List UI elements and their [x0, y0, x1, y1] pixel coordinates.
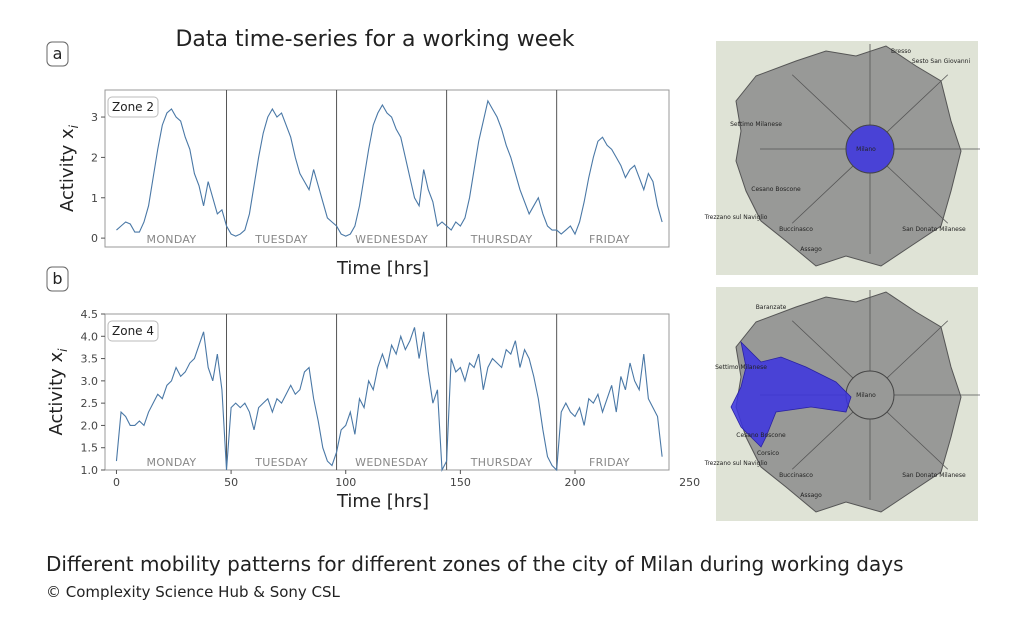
day-label: WEDNESDAY: [355, 233, 428, 246]
y-tick-label: 0: [91, 232, 98, 245]
series-line: [115, 327, 663, 473]
legend-box: [107, 320, 159, 342]
legend-label: Zone 4: [112, 324, 154, 338]
ring-road: [845, 124, 895, 174]
day-label: TUESDAY: [254, 456, 307, 469]
figure-title: Data time-series for a working week: [175, 27, 574, 52]
map-road: [791, 165, 854, 224]
y-axis-label: Activity xi: [57, 124, 81, 212]
y-tick-label: 2: [91, 151, 98, 164]
y-tick-label: 3.5: [81, 353, 99, 366]
map-label: Trezzano sul Naviglio: [704, 214, 768, 221]
day-label: MONDAY: [147, 233, 197, 246]
map-road: [791, 74, 854, 133]
map-label: Baranzate: [756, 304, 787, 311]
map-label: Assago: [800, 246, 822, 253]
credit: © Complexity Science Hub & Sony CSL: [46, 583, 341, 601]
map-label: Assago: [800, 492, 822, 499]
map-road: [886, 320, 949, 379]
y-axis-label-subscript: i: [67, 124, 81, 128]
map-road: [886, 411, 949, 470]
map-label: Milano: [856, 146, 876, 153]
map-label: Cesano Boscone: [751, 186, 801, 193]
x-axis-label: Time [hrs]: [336, 258, 429, 279]
day-label: WEDNESDAY: [355, 456, 428, 469]
y-tick-label: 4.0: [81, 330, 99, 343]
plot-frame: [104, 89, 670, 248]
y-tick-label: 1.5: [81, 442, 99, 455]
x-tick-label: 250: [679, 476, 700, 489]
panel-label-box: [46, 41, 69, 67]
day-label: MONDAY: [147, 456, 197, 469]
caption: Different mobility patterns for differen…: [46, 552, 904, 576]
day-label: FRIDAY: [589, 456, 630, 469]
map-label: Buccinasco: [779, 472, 813, 479]
y-tick-label: 1.0: [81, 464, 99, 477]
zone-area: [730, 340, 852, 448]
y-axis-label-subscript: i: [56, 348, 70, 352]
map-label: San Donato Milanese: [902, 226, 966, 233]
plot-frame: [104, 313, 670, 471]
map-label: Settimo Milanese: [730, 121, 782, 128]
x-axis-label: Time [hrs]: [336, 491, 429, 512]
map-label: Milano: [856, 392, 876, 399]
y-axis-label-text: Activity x: [57, 128, 78, 212]
y-tick-label: 2.5: [81, 397, 99, 410]
y-axis-label: Activity xi: [46, 348, 70, 436]
map-label: Trezzano sul Naviglio: [704, 460, 768, 467]
day-label: FRIDAY: [589, 233, 630, 246]
panel-label: b: [52, 269, 62, 288]
map-label: Buccinasco: [779, 226, 813, 233]
y-tick-label: 4.5: [81, 308, 99, 321]
legend-label: Zone 2: [112, 100, 154, 114]
day-label: TUESDAY: [254, 233, 307, 246]
y-tick-label: 2.0: [81, 419, 99, 432]
x-tick-label: 50: [224, 476, 238, 489]
day-label: THURSDAY: [470, 233, 533, 246]
map-label: Bresso: [891, 48, 911, 55]
series-line: [116, 99, 663, 237]
x-tick-label: 200: [565, 476, 586, 489]
x-tick-label: 100: [335, 476, 356, 489]
map-road: [886, 165, 949, 224]
legend-box: [107, 96, 159, 118]
y-tick-label: 3: [91, 111, 98, 124]
day-label: THURSDAY: [470, 456, 533, 469]
map-label: Settimo Milanese: [715, 364, 767, 371]
y-tick-label: 1: [91, 192, 98, 205]
x-tick-label: 0: [113, 476, 120, 489]
map-label: Cesano Boscone: [736, 432, 786, 439]
map-label: Sesto San Giovanni: [912, 58, 971, 65]
map-road: [791, 411, 854, 470]
map-label: San Donato Milanese: [902, 472, 966, 479]
map-road: [791, 320, 854, 379]
y-tick-label: 3.0: [81, 375, 99, 388]
panel-label: a: [53, 44, 63, 63]
panel-label-box: [46, 266, 69, 292]
map-road: [886, 74, 949, 133]
map-label: Corsico: [757, 450, 779, 457]
x-tick-label: 150: [450, 476, 471, 489]
y-axis-label-text: Activity x: [46, 351, 67, 435]
